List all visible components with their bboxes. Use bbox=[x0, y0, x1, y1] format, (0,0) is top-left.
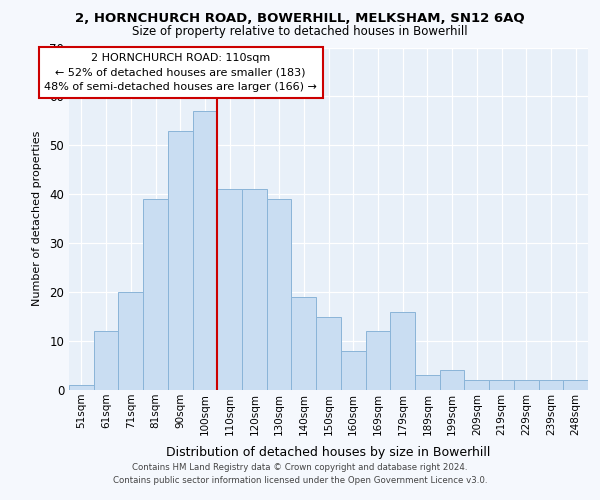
Bar bbox=[292, 297, 316, 390]
Bar bbox=[193, 111, 217, 390]
Y-axis label: Number of detached properties: Number of detached properties bbox=[32, 131, 43, 306]
Bar bbox=[464, 380, 489, 390]
Text: 2 HORNCHURCH ROAD: 110sqm
← 52% of detached houses are smaller (183)
48% of semi: 2 HORNCHURCH ROAD: 110sqm ← 52% of detac… bbox=[44, 52, 317, 92]
Bar bbox=[94, 332, 118, 390]
Bar bbox=[514, 380, 539, 390]
Bar bbox=[440, 370, 464, 390]
Bar bbox=[563, 380, 588, 390]
Bar bbox=[242, 190, 267, 390]
Text: 2, HORNCHURCH ROAD, BOWERHILL, MELKSHAM, SN12 6AQ: 2, HORNCHURCH ROAD, BOWERHILL, MELKSHAM,… bbox=[75, 12, 525, 26]
Text: Contains public sector information licensed under the Open Government Licence v3: Contains public sector information licen… bbox=[113, 476, 487, 485]
Bar bbox=[390, 312, 415, 390]
Bar bbox=[217, 190, 242, 390]
Bar bbox=[415, 376, 440, 390]
Bar bbox=[143, 199, 168, 390]
Bar bbox=[365, 332, 390, 390]
Bar bbox=[316, 316, 341, 390]
Bar bbox=[341, 351, 365, 390]
Bar bbox=[69, 385, 94, 390]
Bar bbox=[168, 130, 193, 390]
X-axis label: Distribution of detached houses by size in Bowerhill: Distribution of detached houses by size … bbox=[166, 446, 491, 459]
Bar bbox=[118, 292, 143, 390]
Bar bbox=[267, 199, 292, 390]
Bar bbox=[489, 380, 514, 390]
Text: Size of property relative to detached houses in Bowerhill: Size of property relative to detached ho… bbox=[132, 25, 468, 38]
Bar bbox=[539, 380, 563, 390]
Text: Contains HM Land Registry data © Crown copyright and database right 2024.: Contains HM Land Registry data © Crown c… bbox=[132, 464, 468, 472]
